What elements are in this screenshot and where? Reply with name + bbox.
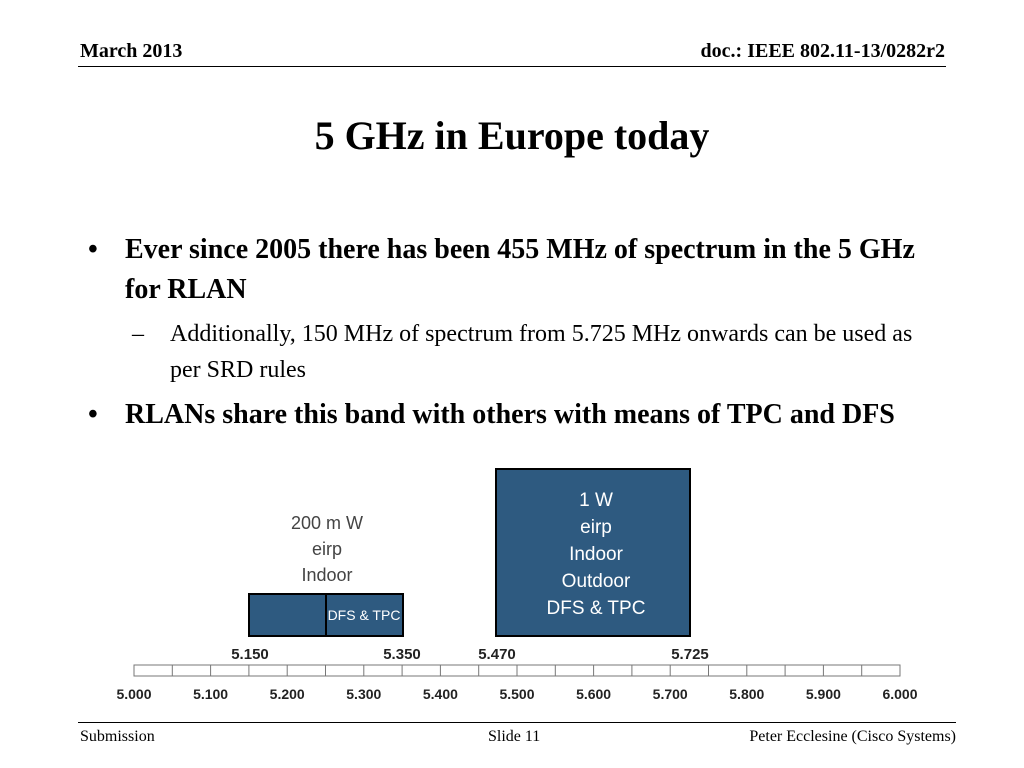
axis-tick-group (133, 665, 901, 676)
sub-bullet-text: Additionally, 150 MHz of spectrum from 5… (170, 321, 913, 383)
sub-bullet-marker: – (132, 321, 144, 347)
axis-tick-label: 6.000 (882, 686, 917, 702)
footer-slide-number: Slide 11 (488, 728, 541, 745)
low-band-label-line: 200 m W (291, 513, 363, 533)
axis-tick-label: 5.100 (193, 686, 228, 702)
footer-submission: Submission (80, 728, 155, 745)
axis-tick-label: 5.000 (116, 686, 151, 702)
slide-title: 5 GHz in Europe today (314, 113, 710, 158)
bullet-marker: • (88, 399, 98, 430)
bullet-marker: • (88, 234, 98, 265)
axis-tick-label: 5.500 (499, 686, 534, 702)
bullet-text: RLANs share this band with others with m… (125, 399, 895, 430)
axis-label-group: 5.000 5.100 5.200 5.300 5.400 5.500 5.600 5.700… (116, 686, 917, 702)
header-doc-id: doc.: IEEE 802.11-13/0282r2 (700, 40, 945, 62)
axis-tick-label: 5.200 (270, 686, 305, 702)
high-band-label-line: Indoor (569, 544, 624, 565)
high-band-end-label: 5.725 (671, 646, 709, 663)
header-date: March 2013 (80, 40, 183, 62)
sub-bullet-item: – Additionally, 150 MHz of spectrum from… (132, 316, 942, 388)
header-divider (78, 66, 946, 67)
high-band-label-line: eirp (580, 517, 612, 538)
bullet-text: Ever since 2005 there has been 455 MHz o… (125, 234, 915, 305)
high-band-start-label: 5.470 (478, 646, 516, 663)
low-band-label-line: Indoor (301, 565, 352, 585)
axis-tick-label: 5.900 (806, 686, 841, 702)
high-band-label-line: Outdoor (562, 571, 631, 592)
axis-tick-label: 5.600 (576, 686, 611, 702)
low-band-end-label: 5.350 (383, 646, 421, 663)
footer-author: Peter Ecclesine (Cisco Systems) (749, 728, 956, 745)
high-band-block (495, 468, 691, 637)
axis-tick-label: 5.400 (423, 686, 458, 702)
low-band-label-line: eirp (312, 539, 342, 559)
axis-tick-label: 5.800 (729, 686, 764, 702)
axis-tick-label: 5.300 (346, 686, 381, 702)
bullet-item: • RLANs share this band with others with… (88, 395, 948, 435)
high-band-label-line: DFS & TPC (547, 598, 646, 619)
bullet-item: • Ever since 2005 there has been 455 MHz… (88, 230, 948, 310)
high-band-label-line: 1 W (579, 490, 613, 511)
footer-divider (78, 722, 956, 723)
axis-tick-label: 5.700 (653, 686, 688, 702)
low-band-inner-label: DFS & TPC (328, 607, 401, 623)
low-band-start-label: 5.150 (231, 646, 269, 663)
